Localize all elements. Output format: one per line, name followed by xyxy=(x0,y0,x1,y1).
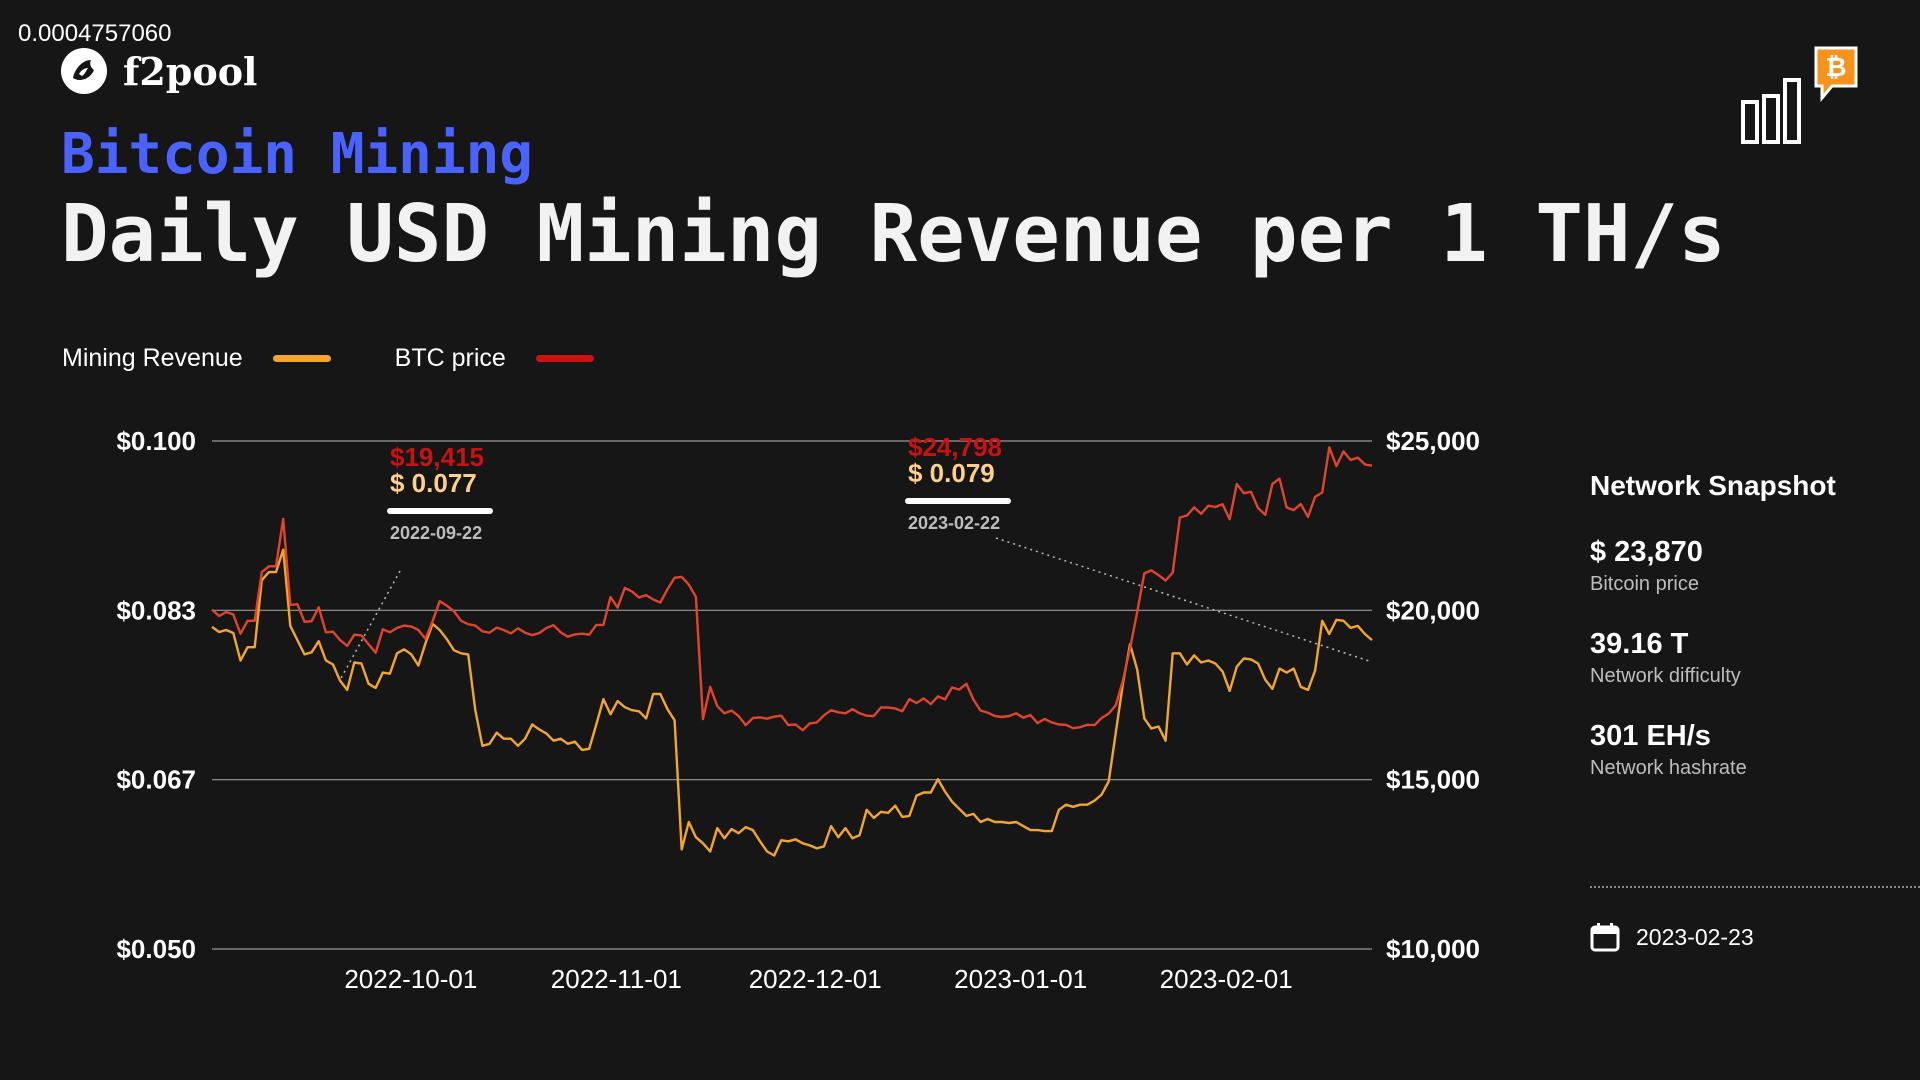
legend-label: BTC price xyxy=(394,344,506,372)
annotation-leader xyxy=(339,570,401,681)
y-right-tick-label: $15,000 xyxy=(1386,765,1480,795)
x-tick-label: 2023-01-01 xyxy=(954,964,1087,994)
y-right-tick-label: $10,000 xyxy=(1386,934,1480,964)
fish-icon xyxy=(61,48,107,94)
x-tick-label: 2023-02-01 xyxy=(1160,964,1293,994)
stat-label: Network hashrate xyxy=(1590,757,1747,779)
x-tick-label: 2022-12-01 xyxy=(749,964,882,994)
page-title: Daily USD Mining Revenue per 1 TH/s xyxy=(61,188,1726,280)
stat-value: $ 23,870 xyxy=(1590,536,1703,568)
annotation-date: 2023-02-22 xyxy=(908,513,1000,533)
corner-value: 0.0004757060 xyxy=(18,20,172,47)
y-left-tick-label: $0.100 xyxy=(116,426,196,456)
annotation-leader xyxy=(995,537,1373,663)
legend-item-btc-price: BTC price xyxy=(395,344,594,373)
snapshot-title: Network Snapshot xyxy=(1590,470,1836,501)
legend-swatch-orange xyxy=(272,355,331,362)
annotation-price: $24,798 xyxy=(908,432,1002,462)
annotation-date: 2022-09-22 xyxy=(390,523,482,543)
svg-text:₿: ₿ xyxy=(1825,53,1846,83)
snapshot-divider xyxy=(1590,886,1920,888)
page-kicker: Bitcoin Mining xyxy=(61,122,534,187)
y-right-tick-label: $20,000 xyxy=(1386,595,1480,625)
network-snapshot: Network Snapshot $ 23,870 Bitcoin price … xyxy=(1590,470,1920,812)
brand-name: f2pool xyxy=(123,48,258,94)
y-left-tick-label: $0.067 xyxy=(116,765,196,795)
annotation-revenue: $ 0.079 xyxy=(908,458,995,488)
annotation-price: $19,415 xyxy=(390,442,484,472)
x-tick-label: 2022-10-01 xyxy=(344,964,477,994)
stat-label: Bitcoin price xyxy=(1590,573,1699,595)
stat-label: Network difficulty xyxy=(1590,665,1741,687)
bitcoin-chart-badge-icon: ₿ xyxy=(1741,46,1858,144)
legend-label: Mining Revenue xyxy=(62,344,243,372)
stat-value: 39.16 T xyxy=(1590,628,1689,660)
annotation-revenue: $ 0.077 xyxy=(390,468,477,498)
y-left-tick-label: $0.083 xyxy=(116,595,196,625)
snapshot-stat-hashrate: 301 EH/s Network hashrate xyxy=(1590,720,1920,780)
calendar-icon xyxy=(1590,923,1620,952)
snapshot-stat-difficulty: 39.16 T Network difficulty xyxy=(1590,628,1920,688)
y-right-tick-label: $25,000 xyxy=(1386,426,1480,456)
chart-legend: Mining Revenue BTC price xyxy=(62,344,658,373)
series-line-mining-revenue xyxy=(211,548,1373,857)
x-tick-label: 2022-11-01 xyxy=(551,964,682,994)
brand: f2pool xyxy=(61,48,257,94)
legend-item-mining-revenue: Mining Revenue xyxy=(62,344,331,373)
snapshot-date: 2023-02-23 xyxy=(1590,922,1754,952)
series-line-btc-price xyxy=(211,446,1373,732)
snapshot-stat-bitcoin-price: $ 23,870 Bitcoin price xyxy=(1590,536,1920,596)
y-left-tick-label: $0.050 xyxy=(116,934,196,964)
stat-value: 301 EH/s xyxy=(1590,720,1711,752)
legend-swatch-red xyxy=(535,355,594,362)
snapshot-date-text: 2023-02-23 xyxy=(1636,923,1754,950)
